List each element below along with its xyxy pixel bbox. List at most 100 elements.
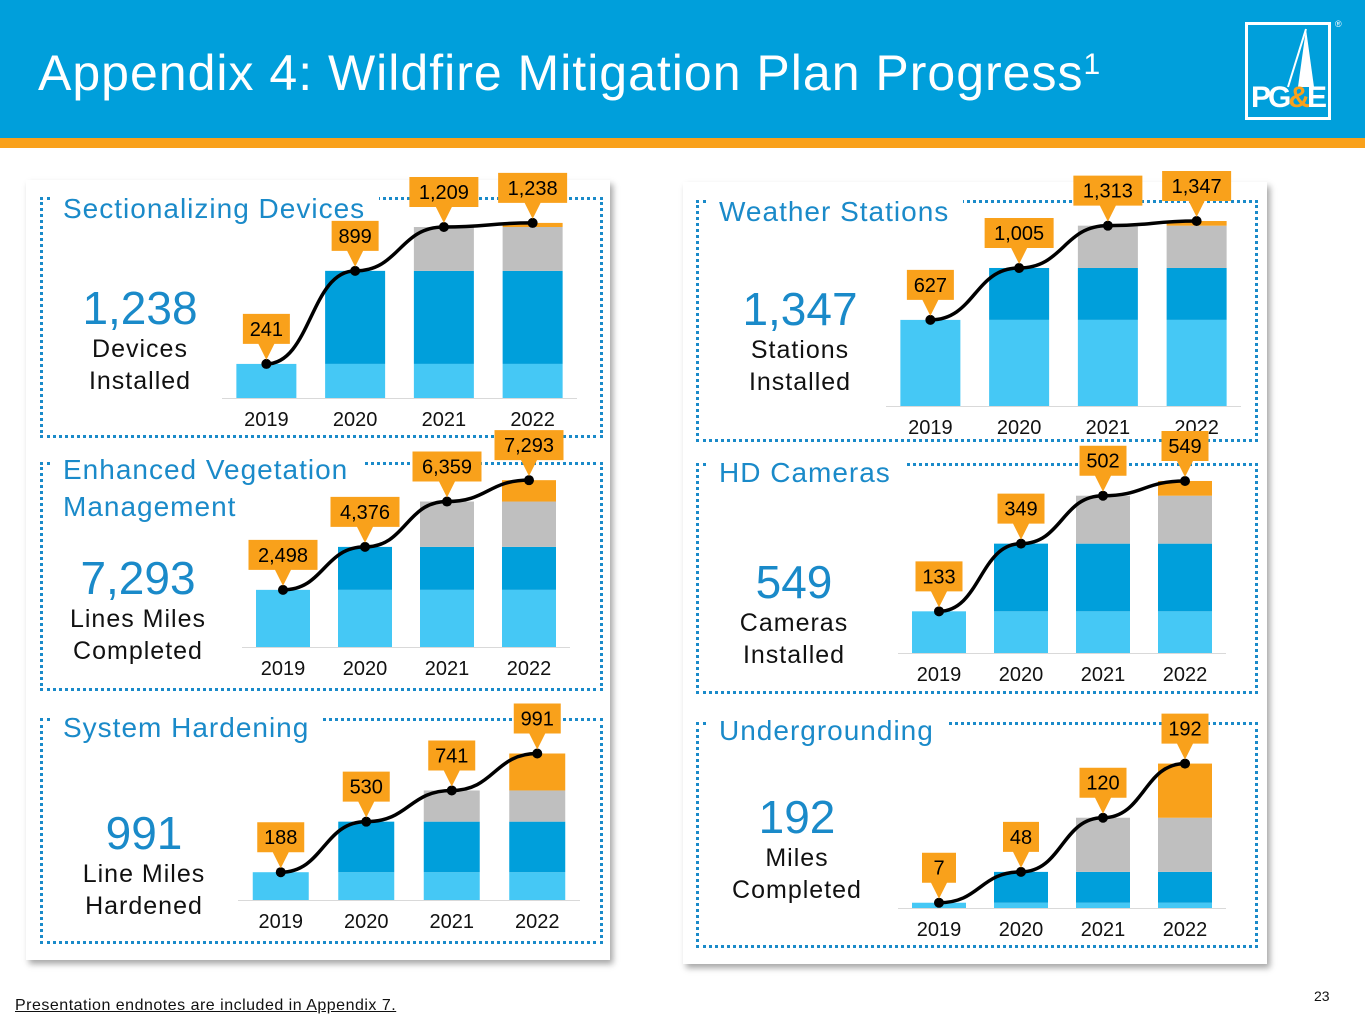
bar-2022-2020: [502, 546, 556, 590]
bar-2022-2022: [1158, 763, 1212, 818]
stat-value: 192: [758, 791, 836, 843]
data-label-2020: 4,376: [340, 502, 390, 524]
trend-line: [938, 479, 1186, 614]
bar-2021-2021: [1076, 495, 1130, 544]
logo-tower-icon: [1287, 28, 1314, 88]
stat-label-line1: Line Miles: [82, 860, 206, 888]
bar-2022-2021: [509, 790, 566, 822]
tick-label-2019: 2019: [261, 658, 306, 680]
stat-label-line1: Devices: [92, 335, 188, 363]
trend-point-2021: [446, 785, 457, 796]
stat-value: 1,347: [742, 283, 858, 335]
trend-point-2020: [1016, 866, 1026, 877]
stat-label-line2: Completed: [732, 876, 862, 904]
data-label-2020: 349: [1004, 499, 1037, 521]
bar-2022-2020: [1166, 267, 1227, 320]
bar-2022-2019: [1166, 319, 1227, 406]
callout-2022: [1161, 430, 1209, 477]
stat-enhanced-vegetation: 7,293 Lines Miles Completed: [48, 553, 228, 667]
callout-2019: [257, 822, 305, 869]
stat-label-line1: Cameras: [739, 609, 849, 637]
trend-point-2019: [261, 358, 272, 369]
trend-point-2020: [1014, 262, 1025, 273]
stat-label-line2: Installed: [742, 641, 846, 669]
panel-title-hd-cameras: HD Cameras: [709, 456, 905, 490]
tick-label-2020: 2020: [999, 919, 1044, 941]
bar-2022-2020: [509, 821, 566, 873]
stat-label-line2: Completed: [73, 637, 203, 665]
stat-value: 7,293: [80, 552, 196, 604]
bar-2022-2020: [1158, 871, 1212, 903]
page-title-text: Appendix 4: Wildfire Mitigation Plan Pro…: [38, 45, 1084, 101]
bar-2022-2021: [502, 227, 563, 271]
bar-2020-2019: [989, 319, 1050, 406]
trend-point-2020: [350, 265, 361, 276]
callout-2021: [412, 451, 482, 498]
trend-point-2021: [1102, 220, 1113, 231]
trend-point-2020: [360, 541, 370, 552]
trend-point-2022: [527, 217, 538, 228]
stat-value: 991: [105, 807, 183, 859]
data-label-2021: 741: [435, 745, 468, 767]
stat-label-line2: Hardened: [85, 892, 203, 920]
data-label-2022: 192: [1168, 719, 1201, 741]
tick-label-2020: 2020: [999, 664, 1044, 686]
trend-point-2019: [925, 314, 936, 325]
stat-label-line1: Stations: [750, 336, 850, 364]
tick-label-2020: 2020: [344, 911, 389, 933]
callout-2020: [331, 220, 379, 267]
bar-2019-2019: [236, 363, 297, 398]
trend-point-2022: [1180, 758, 1190, 769]
bar-2021-2019: [420, 589, 474, 647]
callout-2021: [1073, 175, 1143, 222]
stat-undergrounding: 192 Miles Completed: [707, 792, 887, 906]
bar-2021-2021: [1076, 817, 1130, 872]
trend-point-2019: [934, 606, 944, 617]
trend-line: [266, 221, 533, 366]
callout-2020: [330, 496, 400, 543]
stat-value: 1,238: [82, 282, 198, 334]
trend-line: [280, 751, 538, 874]
callout-2020: [342, 771, 390, 818]
page-title: Appendix 4: Wildfire Mitigation Plan Pro…: [38, 44, 1101, 102]
tick-label-2019: 2019: [259, 911, 304, 933]
title-superscript: 1: [1083, 48, 1102, 81]
tick-label-2021: 2021: [1081, 919, 1126, 941]
callout-2022: [513, 703, 561, 750]
data-label-2022: 991: [521, 709, 554, 731]
data-label-2021: 6,359: [422, 457, 472, 479]
panel-title-line1: Enhanced Vegetation: [63, 454, 349, 485]
data-label-2019: 7: [933, 858, 944, 880]
data-label-2022: 7,293: [504, 435, 554, 457]
panel-title-weather-stations: Weather Stations: [709, 195, 964, 229]
bar-2022-2021: [1166, 225, 1227, 268]
tick-label-2021: 2021: [430, 911, 475, 933]
panel-hd-cameras: [696, 463, 1258, 694]
callout-2022: [498, 172, 568, 219]
tick-label-2022: 2022: [1163, 664, 1208, 686]
panel-title-undergrounding: Undergrounding: [709, 714, 948, 748]
bar-2022-2020: [502, 270, 563, 364]
tick-label-2021: 2021: [1086, 417, 1131, 439]
stat-system-hardening: 991 Line Miles Hardened: [54, 808, 234, 922]
callout-2019: [242, 313, 290, 360]
logo-text: PG&E: [1251, 81, 1327, 114]
bar-2019-2019: [256, 589, 310, 647]
bar-2022-2019: [1158, 611, 1212, 653]
bar-2021-2019: [413, 363, 474, 398]
bar-2022-2019: [509, 872, 566, 900]
header-stripe: [0, 138, 1365, 148]
endnotes-link[interactable]: Presentation endnotes are included in Ap…: [15, 997, 397, 1014]
trend-point-2021: [438, 222, 449, 233]
bar-2020-2019: [994, 611, 1048, 653]
callout-2021: [1079, 445, 1127, 492]
callout-2022: [1161, 713, 1209, 760]
bar-2022-2019: [502, 589, 556, 647]
trend-point-2022: [1191, 216, 1202, 227]
tick-label-2022: 2022: [1163, 919, 1208, 941]
data-label-2019: 188: [264, 827, 297, 849]
